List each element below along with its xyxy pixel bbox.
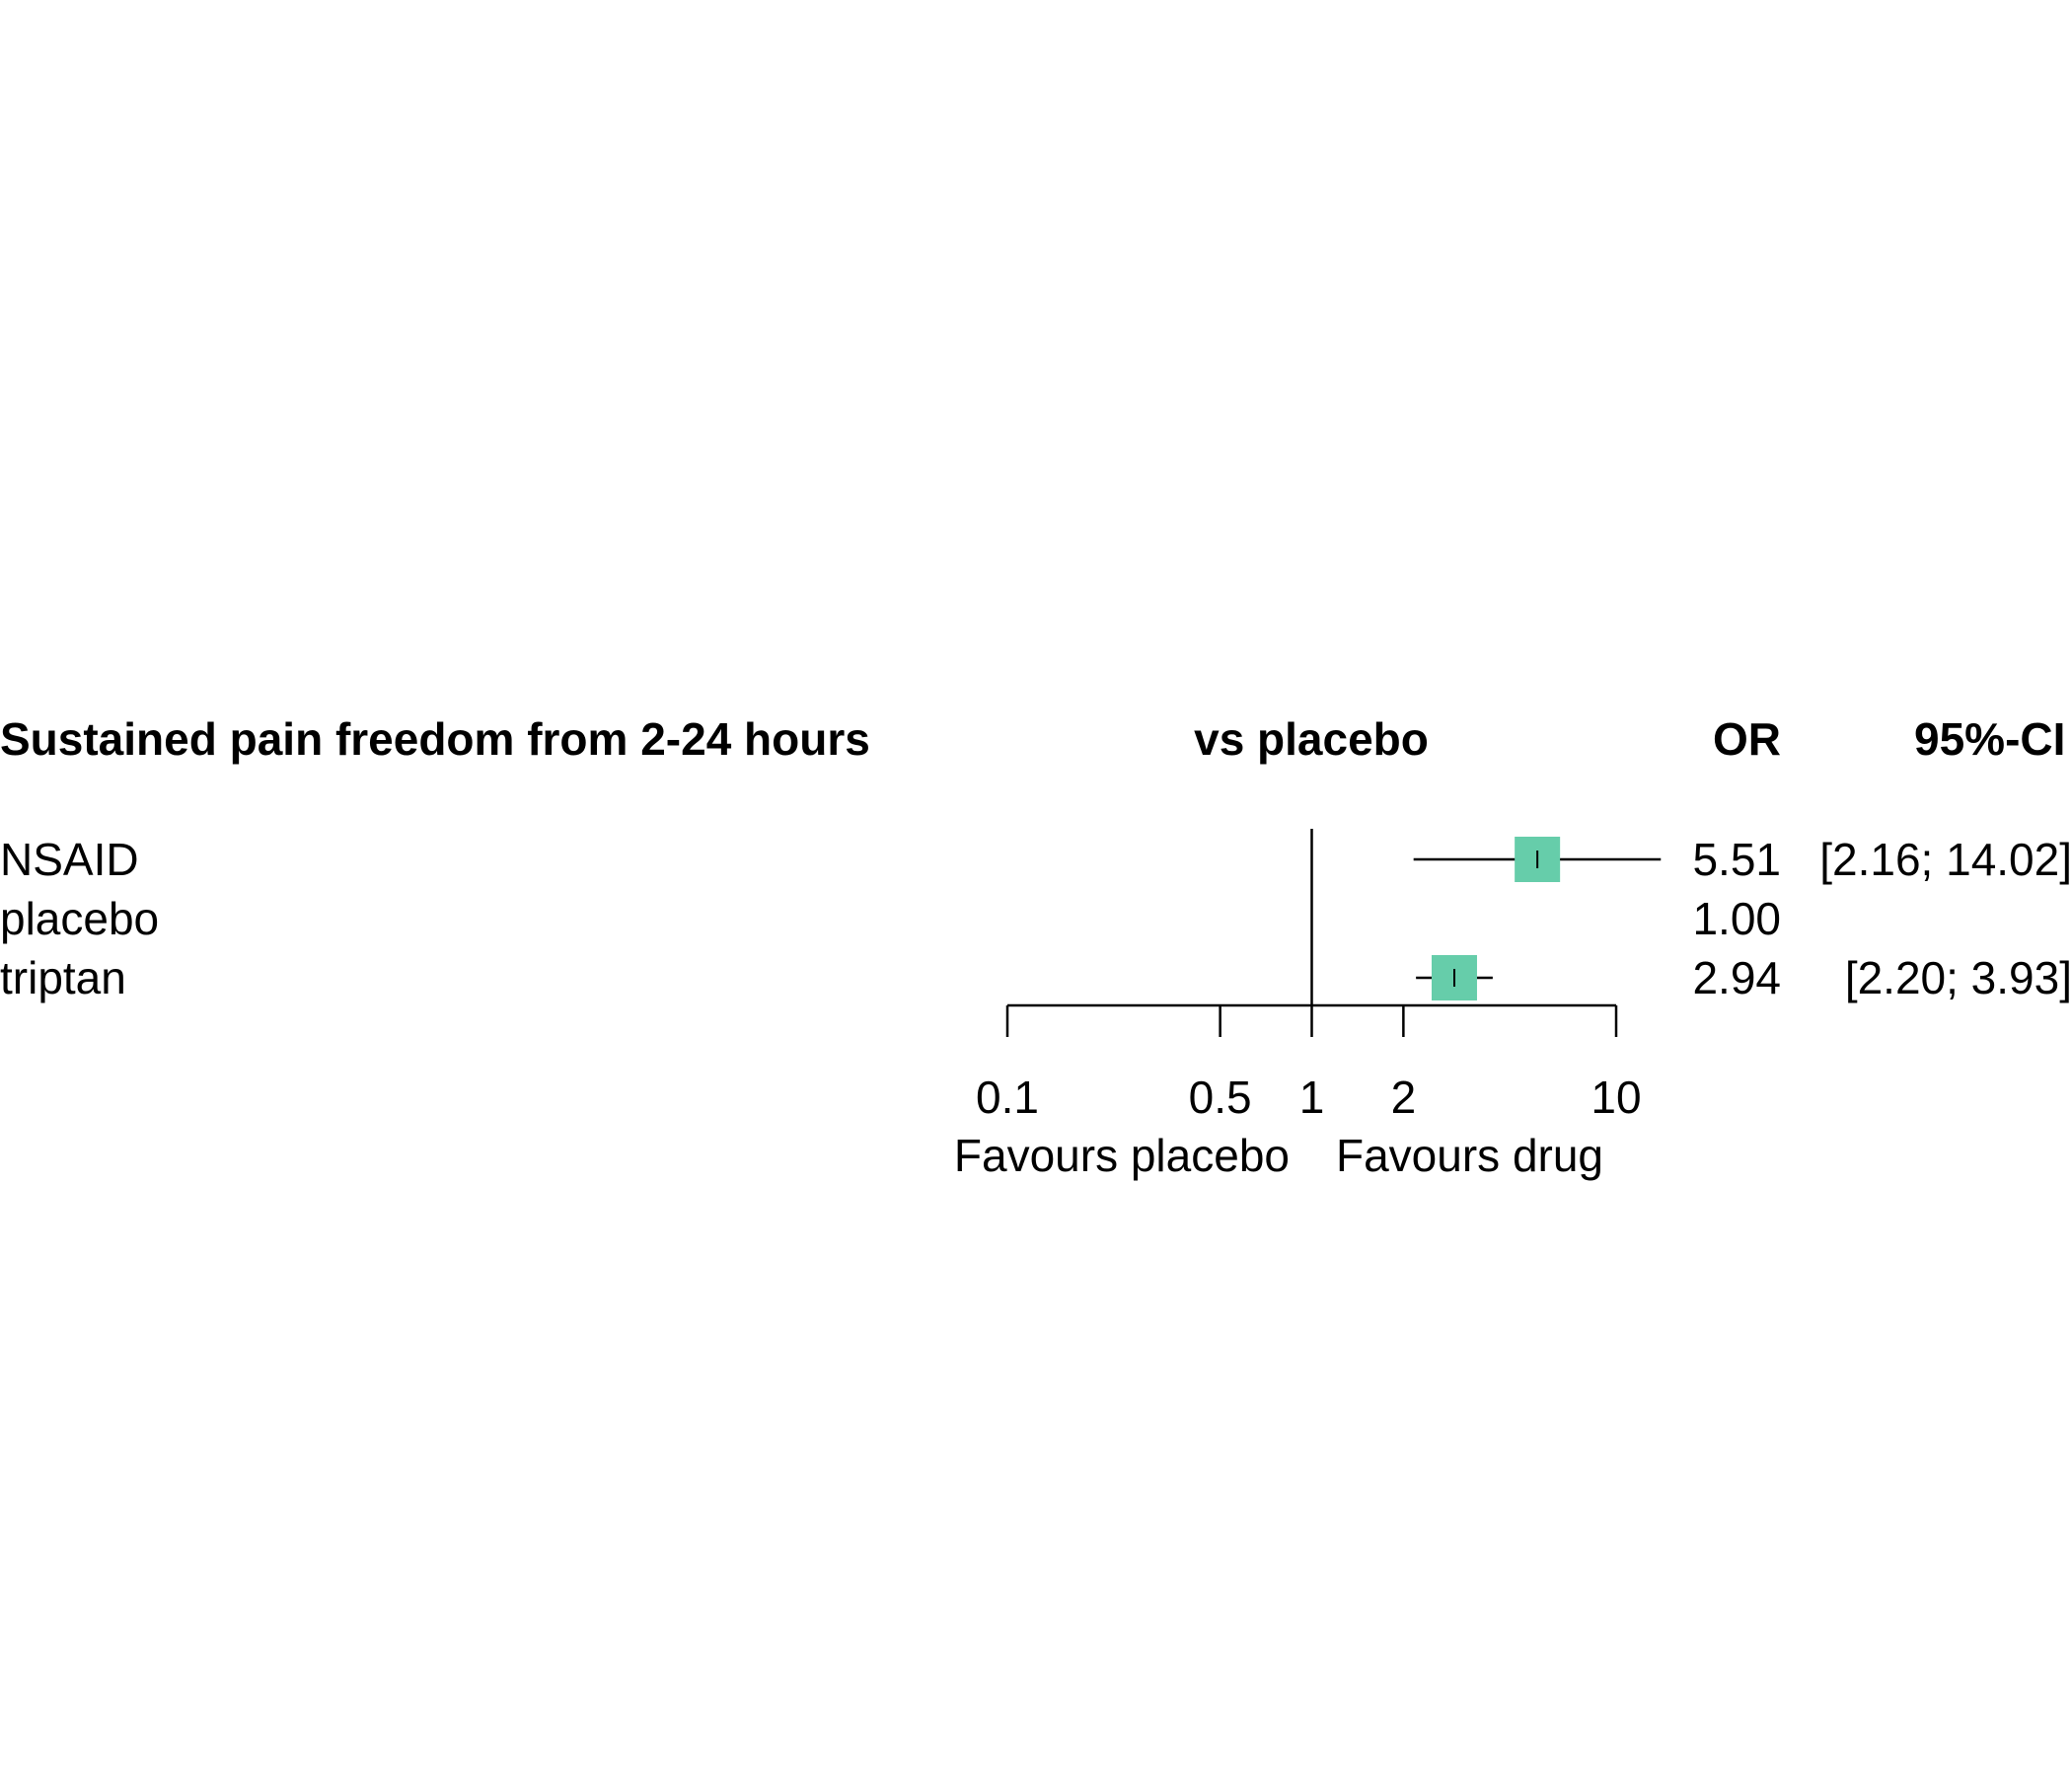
or-value-triptan: 2.94: [1692, 952, 1781, 1003]
header-ci: 95%-CI: [1914, 713, 2065, 765]
ci-value-triptan: [2.20; 3.93]: [1845, 952, 2072, 1003]
favours-labels: Favours placebo Favours drug: [954, 1130, 1603, 1181]
tick-label: 10: [1591, 1072, 1641, 1123]
row-nsaid: NSAID 5.51 [2.16; 14.02]: [0, 834, 2072, 885]
forest-rows: NSAID 5.51 [2.16; 14.02] placebo 1.00 triptan…: [0, 834, 2072, 1003]
favours-left-label: Favours placebo: [954, 1130, 1290, 1181]
tick-label: 1: [1299, 1072, 1325, 1123]
header-comparison: Sustained pain freedom from 2-24 hours: [0, 713, 870, 765]
row-triptan: triptan 2.94 [2.20; 3.93]: [0, 952, 2072, 1003]
header-or: OR: [1713, 713, 1781, 765]
tick-label: 0.5: [1189, 1072, 1252, 1123]
column-headers: Sustained pain freedom from 2-24 hours v…: [0, 713, 2065, 765]
ci-value-nsaid: [2.16; 14.02]: [1819, 834, 2072, 885]
or-value-nsaid: 5.51: [1692, 834, 1781, 885]
row-label-triptan: triptan: [0, 952, 126, 1003]
tick-label: 2: [1391, 1072, 1417, 1123]
row-label-nsaid: NSAID: [0, 834, 139, 885]
tick-label: 0.1: [976, 1072, 1039, 1123]
favours-right-label: Favours drug: [1336, 1130, 1603, 1181]
x-axis: 0.1 0.5 1 2 10: [976, 829, 1642, 1123]
row-placebo: placebo 1.00: [0, 893, 1781, 944]
header-plot: vs placebo: [1194, 713, 1429, 765]
row-label-placebo: placebo: [0, 893, 159, 944]
or-value-placebo: 1.00: [1692, 893, 1781, 944]
